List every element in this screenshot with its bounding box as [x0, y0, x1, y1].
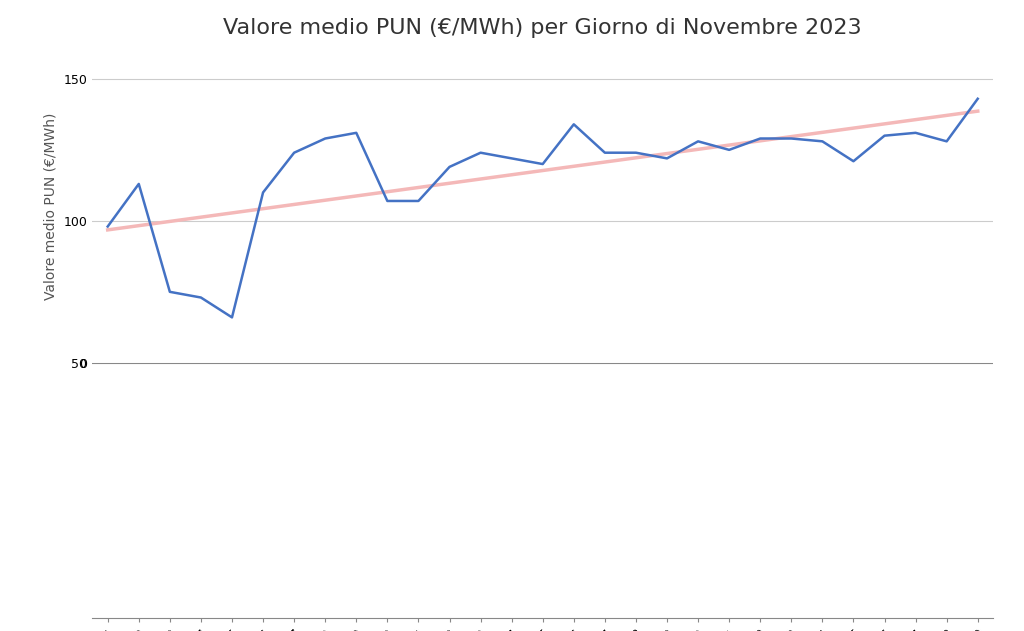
Title: Valore medio PUN (€/MWh) per Giorno di Novembre 2023: Valore medio PUN (€/MWh) per Giorno di N…	[223, 18, 862, 38]
Y-axis label: Valore medio PUN (€/MWh): Valore medio PUN (€/MWh)	[44, 113, 58, 300]
